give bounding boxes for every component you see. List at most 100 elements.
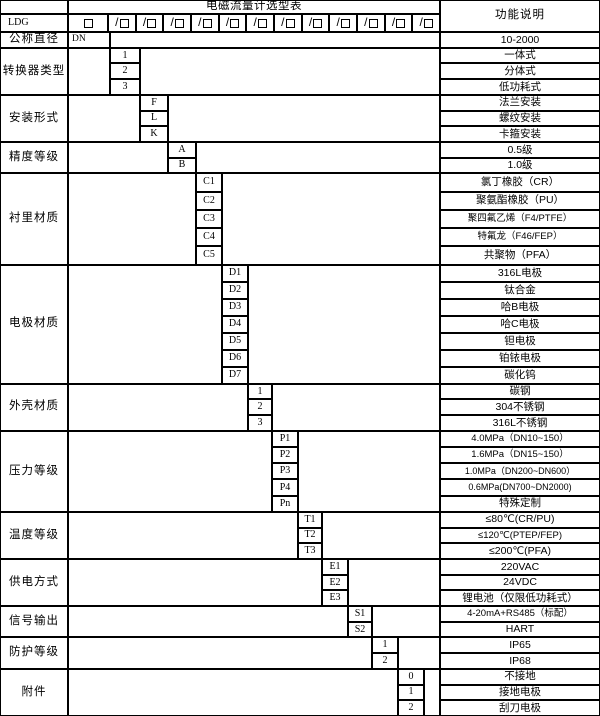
code-cell-5-5[interactable]: D6	[222, 349, 248, 367]
code-cell-4-4[interactable]: C5	[196, 246, 222, 265]
code-cell-4-0[interactable]: C1	[196, 173, 222, 192]
empty-code-box-icon[interactable]	[174, 18, 184, 28]
model-code-box-6[interactable]: /	[218, 14, 247, 32]
empty-code-box-icon[interactable]	[285, 18, 295, 28]
description-cell-1-0: 一体式	[440, 47, 600, 64]
empty-code-box-icon[interactable]	[396, 18, 406, 28]
code-cell-9-0[interactable]: E1	[322, 558, 348, 575]
model-code-box-9[interactable]: /	[301, 14, 330, 32]
code-cell-8-2[interactable]: T3	[298, 543, 322, 559]
model-code-box-1[interactable]	[68, 14, 108, 32]
category-label-2: 安装形式	[0, 94, 68, 142]
code-cell-8-1[interactable]: T2	[298, 527, 322, 544]
category-label-9: 供电方式	[0, 558, 68, 607]
dn-code-cell[interactable]: DN	[68, 32, 110, 48]
slash-separator: /	[281, 15, 285, 29]
description-cell-10-1: HART	[440, 621, 600, 638]
code-cell-2-1[interactable]: L	[140, 110, 168, 127]
description-cell-4-4: 共聚物（PFA）	[440, 246, 600, 265]
description-cell-0-0: 10-2000	[440, 32, 600, 48]
description-cell-1-2: 低功耗式	[440, 79, 600, 95]
empty-code-box-icon[interactable]	[83, 18, 93, 28]
right-blank-4	[222, 173, 440, 265]
model-code-box-3[interactable]: /	[135, 14, 164, 32]
code-cell-5-3[interactable]: D4	[222, 315, 248, 333]
code-cell-6-2[interactable]: 3	[248, 415, 272, 431]
description-cell-9-1: 24VDC	[440, 574, 600, 591]
slash-separator: /	[336, 15, 340, 29]
code-cell-2-0[interactable]: F	[140, 94, 168, 111]
empty-code-box-icon[interactable]	[147, 18, 157, 28]
description-cell-5-4: 钽电极	[440, 332, 600, 350]
empty-code-box-icon[interactable]	[119, 18, 129, 28]
code-cell-4-3[interactable]: C4	[196, 228, 222, 247]
right-blank-9	[348, 558, 440, 607]
empty-code-box-icon[interactable]	[340, 18, 350, 28]
description-cell-9-2: 锂电池（仅限低功耗式）	[440, 590, 600, 607]
code-cell-7-0[interactable]: P1	[272, 430, 298, 447]
code-cell-12-2[interactable]: 2	[398, 700, 424, 716]
code-cell-7-2[interactable]: P3	[272, 463, 298, 480]
model-code-box-11[interactable]: /	[357, 14, 385, 32]
model-code-box-5[interactable]: /	[191, 14, 219, 32]
code-cell-3-1[interactable]: B	[168, 157, 196, 174]
code-cell-10-1[interactable]: S2	[348, 621, 372, 638]
code-cell-9-2[interactable]: E3	[322, 590, 348, 607]
code-cell-8-0[interactable]: T1	[298, 511, 322, 528]
code-cell-3-0[interactable]: A	[168, 141, 196, 158]
code-cell-10-0[interactable]: S1	[348, 606, 372, 622]
code-cell-1-0[interactable]: 1	[110, 47, 140, 64]
right-blank-7	[298, 430, 440, 512]
code-cell-7-4[interactable]: Pn	[272, 495, 298, 512]
empty-code-box-icon[interactable]	[230, 18, 240, 28]
left-blank-11	[68, 637, 372, 669]
model-code-box-2[interactable]: /	[108, 14, 136, 32]
code-cell-1-2[interactable]: 3	[110, 79, 140, 95]
right-blank-12	[424, 668, 440, 716]
category-label-8: 温度等级	[0, 511, 68, 559]
code-cell-4-1[interactable]: C2	[196, 191, 222, 210]
code-cell-5-6[interactable]: D7	[222, 366, 248, 384]
model-code-box-12[interactable]: /	[384, 14, 413, 32]
code-cell-9-1[interactable]: E2	[322, 574, 348, 591]
model-code-box-7[interactable]: /	[246, 14, 274, 32]
description-cell-7-3: 0.6MPa(DN700~DN2000)	[440, 479, 600, 496]
slash-separator: /	[170, 15, 174, 29]
category-label-3: 精度等级	[0, 141, 68, 174]
category-label-0: 公称直径	[0, 32, 68, 48]
code-cell-7-1[interactable]: P2	[272, 446, 298, 464]
code-cell-11-1[interactable]: 2	[372, 653, 398, 669]
description-cell-7-4: 特殊定制	[440, 495, 600, 512]
empty-code-box-icon[interactable]	[313, 18, 323, 28]
left-blank-3	[68, 141, 168, 174]
code-cell-5-4[interactable]: D5	[222, 332, 248, 350]
code-cell-5-2[interactable]: D3	[222, 298, 248, 316]
code-cell-11-0[interactable]: 1	[372, 637, 398, 654]
code-cell-6-0[interactable]: 1	[248, 383, 272, 400]
code-cell-12-0[interactable]: 0	[398, 668, 424, 685]
description-cell-12-2: 刮刀电极	[440, 700, 600, 716]
description-cell-4-0: 氯丁橡胶（CR）	[440, 173, 600, 192]
code-cell-4-2[interactable]: C3	[196, 209, 222, 229]
model-code-box-13[interactable]: /	[412, 14, 440, 32]
code-cell-2-2[interactable]: K	[140, 126, 168, 142]
right-blank-11	[398, 637, 440, 669]
empty-code-box-icon[interactable]	[368, 18, 378, 28]
code-cell-12-1[interactable]: 1	[398, 684, 424, 701]
category-label-1: 转换器类型	[0, 47, 68, 95]
description-cell-2-1: 螺纹安装	[440, 110, 600, 127]
code-cell-1-1[interactable]: 2	[110, 63, 140, 80]
code-cell-6-1[interactable]: 2	[248, 399, 272, 416]
model-code-box-4[interactable]: /	[163, 14, 191, 32]
empty-code-box-icon[interactable]	[257, 18, 267, 28]
model-code-box-8[interactable]: /	[274, 14, 302, 32]
empty-code-box-icon[interactable]	[202, 18, 212, 28]
code-cell-5-1[interactable]: D2	[222, 281, 248, 299]
code-cell-7-3[interactable]: P4	[272, 479, 298, 496]
model-code-box-10[interactable]: /	[329, 14, 357, 32]
description-cell-6-0: 碳钢	[440, 383, 600, 400]
code-cell-5-0[interactable]: D1	[222, 264, 248, 282]
description-cell-4-2: 聚四氟乙烯（F4/PTFE）	[440, 209, 600, 229]
empty-code-box-icon[interactable]	[423, 18, 433, 28]
